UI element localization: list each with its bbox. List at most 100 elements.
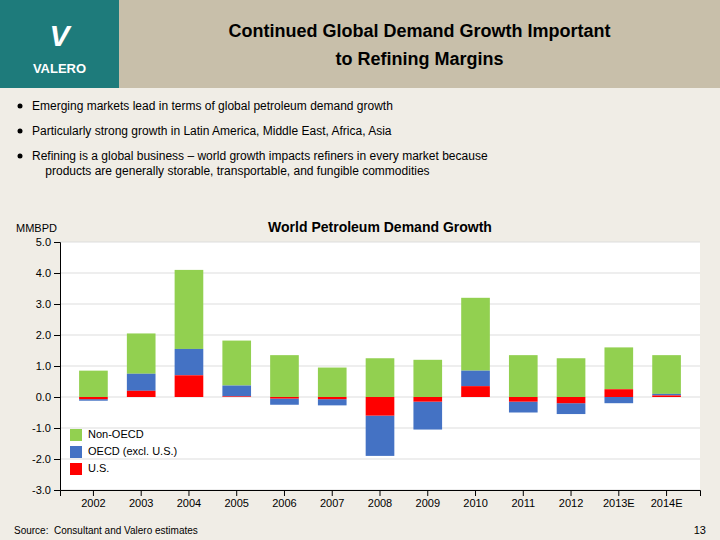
legend: Non-OECDOECD (excl. U.S.)U.S.	[70, 428, 177, 475]
bar	[127, 333, 156, 373]
header-title: to Refining Margins	[336, 49, 504, 69]
grid-line	[60, 304, 700, 305]
bar	[509, 355, 538, 397]
bar	[461, 371, 490, 387]
bullet-text: Emerging markets lead in terms of global…	[32, 99, 393, 113]
bar	[127, 374, 156, 391]
bar	[509, 397, 538, 402]
x-tick-mark	[618, 490, 619, 496]
x-tick-label: 2005	[224, 497, 248, 509]
bar	[79, 397, 108, 399]
bar	[222, 386, 251, 397]
page-number: 13	[694, 524, 706, 536]
bar	[604, 397, 633, 403]
y-tick: 3.0	[36, 298, 60, 310]
y-tick-label: 1.0	[36, 360, 51, 372]
legend-label: U.S.	[88, 462, 109, 474]
legend-item: OECD (excl. U.S.)	[70, 445, 177, 458]
x-tick-label: 2003	[129, 497, 153, 509]
x-tick-label: 2014E	[651, 497, 683, 509]
y-axis-title: MMBPD	[16, 222, 57, 234]
x-tick-label: 2002	[81, 497, 105, 509]
bar	[175, 375, 204, 397]
x-axis-line	[61, 491, 701, 497]
bars	[79, 270, 681, 456]
y-tick: -2.0	[32, 453, 60, 465]
y-tick-mark	[54, 304, 60, 305]
x-tick-mark	[332, 490, 333, 496]
x-tick-label: 2008	[368, 497, 392, 509]
bullet-text: Particularly strong growth in Latin Amer…	[32, 124, 392, 138]
bar	[652, 355, 681, 394]
x-tick-mark	[523, 490, 524, 496]
x-axis: 2002 2003 2004 2005 2006 2007 2008 2009 2010 2011…	[61, 490, 701, 509]
y-tick: 5.0	[36, 236, 60, 248]
legend-item: U.S.	[70, 462, 109, 475]
y-tick-mark	[54, 490, 60, 491]
bar	[557, 397, 586, 403]
bar	[127, 391, 156, 397]
y-tick-label: 5.0	[36, 236, 51, 248]
logo-name: VALERO	[33, 61, 86, 76]
logo-box	[0, 0, 119, 88]
x-tick-mark	[571, 490, 572, 496]
x-tick: 2010	[463, 490, 487, 509]
x-tick-label: 2010	[463, 497, 487, 509]
bar	[270, 397, 299, 399]
bar	[366, 358, 395, 397]
x-tick-label: 2006	[272, 497, 296, 509]
x-tick: 2009	[416, 490, 440, 509]
x-tick-label: 2011	[511, 497, 535, 509]
x-tick: 2003	[129, 490, 153, 509]
bar	[413, 360, 442, 397]
bar	[222, 341, 251, 386]
bar	[413, 397, 442, 402]
x-tick-label: 2009	[416, 497, 440, 509]
bar	[557, 403, 586, 414]
bar	[79, 399, 108, 401]
bar	[461, 386, 490, 397]
grid	[60, 242, 700, 490]
bar	[175, 270, 204, 349]
y-tick-mark	[54, 335, 60, 336]
x-tick-label: 2013E	[603, 497, 635, 509]
x-tick-mark	[141, 490, 142, 496]
y-tick-mark	[54, 366, 60, 367]
legend-label: OECD (excl. U.S.)	[88, 445, 177, 457]
x-tick-mark	[284, 490, 285, 496]
series-bars	[79, 349, 681, 456]
bullet-dot	[18, 104, 23, 109]
bar	[557, 358, 586, 397]
bar	[270, 399, 299, 405]
bullet-text: Refining is a global business – world gr…	[32, 149, 488, 178]
legend-swatch	[70, 463, 82, 475]
bar	[175, 349, 204, 375]
x-tick-mark	[475, 490, 476, 496]
x-tick: 2008	[368, 490, 392, 509]
source-note: Source: Consultant and Valero estimates	[14, 525, 198, 536]
y-tick: 0.0	[36, 391, 60, 403]
y-tick-label: -3.0	[32, 484, 51, 496]
x-tick: 2012	[559, 490, 583, 509]
page: V VALERO Continued Global Demand Growth Im…	[0, 0, 720, 540]
chart-title: World Petroleum Demand Growth	[268, 219, 492, 235]
header-title: Continued Global Demand Growth Important	[229, 21, 611, 41]
bar	[270, 355, 299, 397]
x-tick: 2007	[320, 490, 344, 509]
x-tick-label: 2004	[177, 497, 201, 509]
y-tick: 4.0	[36, 267, 60, 279]
y-tick: -3.0	[32, 484, 60, 496]
x-tick-mark	[236, 490, 237, 496]
x-tick: 2006	[272, 490, 296, 509]
x-tick-mark	[380, 490, 381, 496]
logo-mark: V	[49, 19, 72, 52]
series-bars	[79, 375, 681, 415]
y-tick-label: -1.0	[32, 422, 51, 434]
bar	[604, 347, 633, 389]
bar	[366, 397, 395, 416]
y-tick: 1.0	[36, 360, 60, 372]
x-tick: 2004	[177, 490, 201, 509]
bar	[366, 416, 395, 456]
bar	[509, 402, 538, 413]
plot-background	[60, 242, 700, 490]
